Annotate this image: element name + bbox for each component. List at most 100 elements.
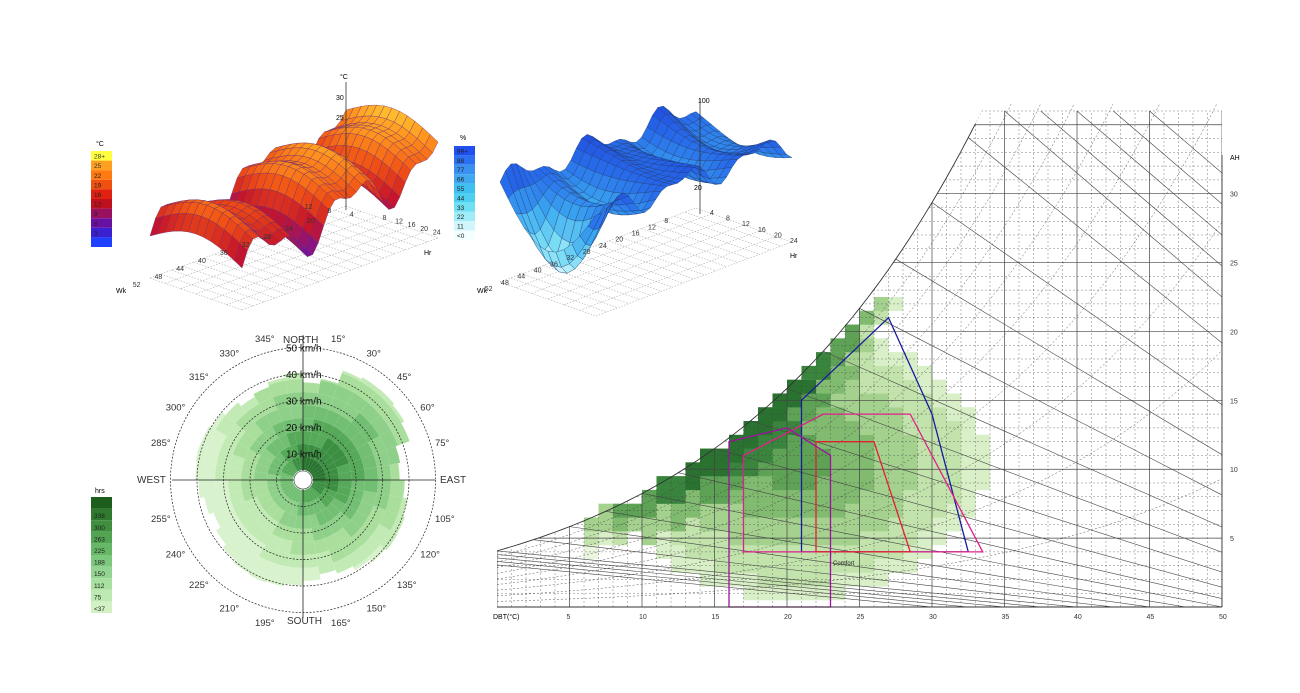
wind-rose-sector bbox=[322, 487, 337, 498]
legend-swatch bbox=[454, 174, 475, 184]
x-tick: 50 bbox=[1219, 614, 1227, 621]
wind-rose-sector bbox=[385, 446, 401, 465]
wind-rose-sector bbox=[265, 409, 282, 427]
legend-swatch bbox=[91, 227, 112, 238]
wind-rose-sector bbox=[390, 423, 410, 446]
wind-rose-sector bbox=[351, 469, 365, 480]
wind-rose-sector bbox=[255, 432, 272, 449]
wind-rose-sector bbox=[309, 462, 321, 474]
y-tick: 30 bbox=[1230, 192, 1238, 199]
angle-label: 315° bbox=[189, 372, 209, 383]
wind-rose-sector bbox=[225, 536, 247, 558]
y-tick: 15 bbox=[1230, 398, 1238, 405]
wind-rose-sector bbox=[286, 431, 297, 447]
legend-label: 16 bbox=[94, 192, 102, 199]
wind-rose-sector bbox=[254, 527, 272, 545]
wind-rose-sector bbox=[320, 491, 335, 504]
wetbulb-line bbox=[786, 388, 1222, 607]
floor-gridline bbox=[180, 216, 377, 289]
frequency-cell bbox=[772, 476, 788, 491]
wind-rose-sector bbox=[254, 415, 272, 433]
rh-curve bbox=[497, 350, 1222, 596]
frequency-cell bbox=[772, 448, 788, 463]
y-tick: 5 bbox=[1230, 536, 1234, 543]
floor-gridline bbox=[269, 233, 362, 267]
wind-rose-sector bbox=[285, 462, 297, 474]
humidity-z-tick: 100 bbox=[698, 98, 710, 105]
frequency-cell bbox=[729, 558, 744, 573]
wind-rose-sector bbox=[241, 480, 255, 491]
comfort-zone-outline bbox=[742, 413, 984, 553]
wind-rose-sector bbox=[367, 544, 386, 563]
wind-rose-sector bbox=[385, 495, 403, 515]
wind-rose-sector bbox=[353, 557, 370, 571]
wind-rose-sector bbox=[287, 392, 303, 407]
frequency-cell bbox=[961, 448, 976, 463]
wind-rose-sector bbox=[320, 378, 339, 386]
frequency-cell bbox=[801, 586, 817, 601]
wind-rose-sector bbox=[284, 579, 303, 586]
wind-rose-sector bbox=[198, 480, 204, 499]
wind-rose-sector bbox=[269, 487, 284, 498]
frequency-cell bbox=[932, 503, 947, 518]
wind-rose-sector bbox=[303, 418, 314, 432]
legend-swatch bbox=[91, 589, 112, 602]
legend-label: <37 bbox=[94, 606, 105, 613]
wind-rose-sector bbox=[367, 436, 386, 455]
wind-rose-sector bbox=[312, 480, 326, 484]
week-tick: 36 bbox=[550, 261, 558, 268]
wind-rose-sector bbox=[299, 457, 303, 471]
wind-rose-sector bbox=[327, 517, 343, 534]
wind-rose-sector bbox=[271, 491, 286, 504]
wind-rose-sector bbox=[308, 460, 318, 473]
wetbulb-line bbox=[1040, 110, 1222, 607]
frequency-cell bbox=[932, 476, 947, 491]
legend-swatch bbox=[91, 578, 112, 590]
frequency-cell bbox=[801, 558, 817, 573]
wind-rose-sector bbox=[373, 449, 390, 467]
wind-rose-sector bbox=[360, 423, 380, 443]
wind-rose-chart: NORTH SOUTH EAST WEST 10 km/h 20 km/h 30 k… bbox=[91, 334, 466, 629]
wind-rose-sector bbox=[249, 504, 266, 520]
wind-rose-sector bbox=[195, 442, 209, 463]
wetbulb-line bbox=[823, 350, 1222, 607]
legend-swatch bbox=[91, 543, 112, 555]
humidity-z-tick: 20 bbox=[694, 185, 702, 192]
wind-rose-sector bbox=[241, 458, 257, 472]
wind-rose-sector bbox=[238, 511, 256, 529]
wind-rose-sector bbox=[267, 467, 282, 477]
frequency-cell bbox=[888, 352, 904, 367]
legend-swatch bbox=[91, 189, 112, 199]
wind-rose-sector bbox=[303, 457, 307, 471]
frequency-cell bbox=[932, 407, 947, 422]
legend-label: 338 bbox=[94, 513, 105, 520]
wind-rose-sector bbox=[245, 422, 264, 441]
hour-tick: 12 bbox=[742, 221, 750, 228]
wind-rose-sector bbox=[285, 446, 296, 461]
frequency-cell bbox=[816, 517, 831, 532]
wind-rose-sector bbox=[373, 493, 390, 511]
frequency-cell bbox=[584, 545, 599, 559]
legend-label: 77 bbox=[457, 167, 465, 174]
legend-label: 55 bbox=[457, 186, 465, 193]
frequency-cell bbox=[888, 558, 904, 573]
wind-rose-sector bbox=[232, 442, 250, 459]
week-tick: 16 bbox=[632, 230, 640, 237]
hour-tick: 16 bbox=[758, 227, 766, 234]
frequency-cell bbox=[772, 407, 788, 422]
angle-label: 120° bbox=[420, 550, 440, 561]
angle-label: 255° bbox=[151, 514, 171, 525]
wind-rose-sector bbox=[376, 480, 391, 496]
wind-rose-sector bbox=[215, 480, 230, 496]
wind-rose-sector bbox=[338, 480, 352, 489]
wetbulb-line bbox=[497, 550, 933, 607]
wind-rose-sector bbox=[213, 510, 227, 528]
humidity-hour-ticks: 4 8 12 16 20 24 bbox=[710, 210, 798, 245]
wind-rose-sector bbox=[211, 412, 226, 430]
wind-rose-sector bbox=[303, 489, 307, 503]
hour-tick: 16 bbox=[408, 222, 416, 229]
wetbulb-line bbox=[1149, 110, 1222, 607]
frequency-cell bbox=[801, 476, 817, 491]
wind-rose-sector bbox=[309, 431, 320, 447]
wind-rose-sector bbox=[226, 517, 246, 537]
